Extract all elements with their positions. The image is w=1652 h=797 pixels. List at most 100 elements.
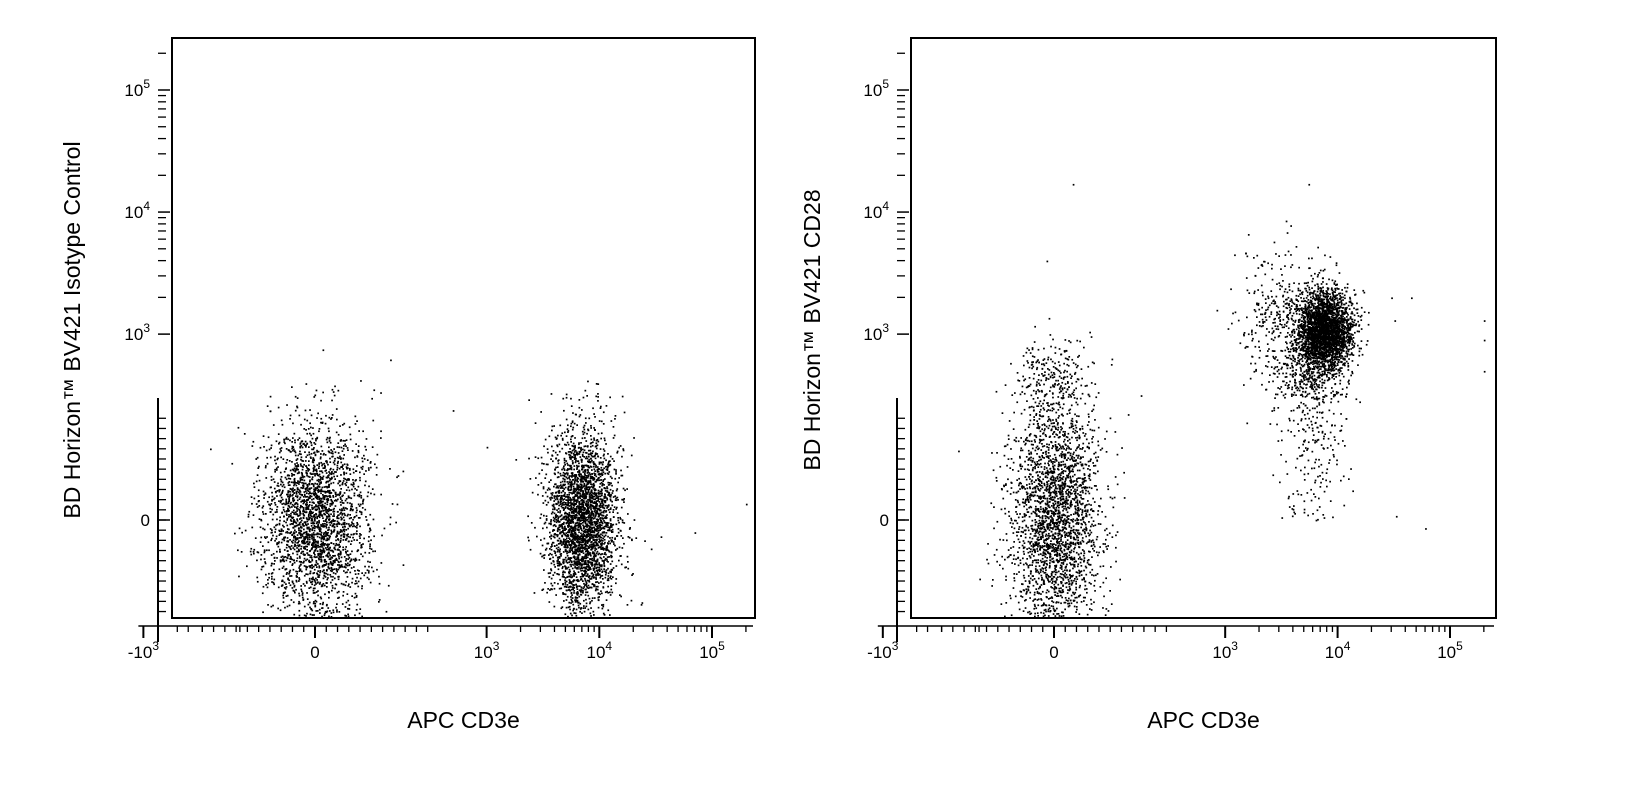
event-point xyxy=(313,464,315,467)
event-point xyxy=(342,447,345,450)
event-point xyxy=(329,472,331,475)
event-point xyxy=(581,529,583,532)
event-point xyxy=(546,542,549,545)
event-point xyxy=(324,576,327,578)
event-point xyxy=(321,603,324,606)
event-point xyxy=(571,538,574,541)
event-point xyxy=(325,480,328,483)
event-point xyxy=(322,583,325,585)
event-point xyxy=(285,546,288,549)
event-point xyxy=(303,536,305,538)
event-point xyxy=(317,570,319,572)
event-point xyxy=(337,548,339,551)
event-point xyxy=(540,411,542,413)
event-point xyxy=(322,601,324,604)
event-point xyxy=(368,530,371,533)
event-point xyxy=(273,526,276,529)
event-point xyxy=(529,548,532,551)
event-point xyxy=(593,552,596,554)
event-point xyxy=(551,494,554,496)
event-point xyxy=(607,526,609,529)
event-point xyxy=(584,535,586,537)
event-point xyxy=(570,574,572,576)
event-point xyxy=(321,536,324,539)
event-point xyxy=(574,461,577,464)
event-point xyxy=(597,400,599,402)
event-point xyxy=(325,562,328,565)
event-point xyxy=(292,504,295,507)
event-point xyxy=(585,583,587,586)
event-point xyxy=(605,532,608,534)
event-point xyxy=(343,477,345,480)
event-point xyxy=(567,546,569,549)
event-point xyxy=(345,615,347,617)
event-point xyxy=(597,553,600,556)
event-point xyxy=(312,507,315,509)
event-point xyxy=(567,483,570,485)
event-point xyxy=(340,534,342,537)
event-point xyxy=(573,481,576,484)
event-point xyxy=(334,572,337,575)
event-point xyxy=(571,549,573,551)
event-point xyxy=(581,437,584,440)
event-point xyxy=(338,561,340,564)
event-point xyxy=(606,558,608,561)
event-point xyxy=(281,491,284,493)
event-point xyxy=(336,446,339,448)
event-point xyxy=(576,501,578,503)
event-point xyxy=(321,607,324,609)
event-point xyxy=(270,562,273,565)
event-point xyxy=(264,493,267,495)
event-point xyxy=(282,489,284,492)
event-point xyxy=(354,487,356,490)
event-point xyxy=(545,463,548,466)
event-point xyxy=(296,472,299,475)
event-point xyxy=(542,527,544,530)
event-point xyxy=(564,511,567,514)
event-point xyxy=(291,441,293,443)
event-point xyxy=(262,505,265,507)
event-point xyxy=(279,494,282,497)
event-point xyxy=(256,559,258,562)
event-point xyxy=(560,587,563,590)
event-point xyxy=(372,518,375,521)
event-point xyxy=(305,536,307,538)
event-point xyxy=(586,491,588,494)
event-point xyxy=(609,455,612,458)
event-point xyxy=(312,541,314,544)
event-point xyxy=(574,556,576,558)
event-point xyxy=(551,545,553,547)
event-point xyxy=(620,535,623,537)
event-point xyxy=(305,465,308,467)
event-point xyxy=(253,548,256,551)
event-point xyxy=(606,522,608,524)
event-point xyxy=(351,522,354,525)
event-point xyxy=(314,520,316,522)
event-point xyxy=(322,543,325,545)
event-point xyxy=(606,579,609,582)
event-point xyxy=(595,442,598,445)
event-point xyxy=(364,480,367,483)
event-point xyxy=(365,438,368,440)
event-point xyxy=(603,564,606,567)
event-point xyxy=(572,586,574,589)
event-point xyxy=(604,570,606,573)
event-point xyxy=(591,516,594,519)
event-point xyxy=(582,504,585,506)
event-point xyxy=(593,597,596,599)
event-point xyxy=(332,452,334,455)
event-point xyxy=(607,561,609,563)
event-point xyxy=(301,487,304,490)
event-point xyxy=(270,479,273,481)
event-point xyxy=(289,478,292,480)
event-point xyxy=(574,524,576,526)
event-point xyxy=(598,582,600,584)
event-point xyxy=(559,515,562,518)
event-point xyxy=(297,454,300,457)
event-point xyxy=(253,482,255,485)
event-point xyxy=(259,541,262,543)
event-point xyxy=(305,559,307,562)
event-point xyxy=(248,510,251,513)
event-point xyxy=(594,474,596,476)
